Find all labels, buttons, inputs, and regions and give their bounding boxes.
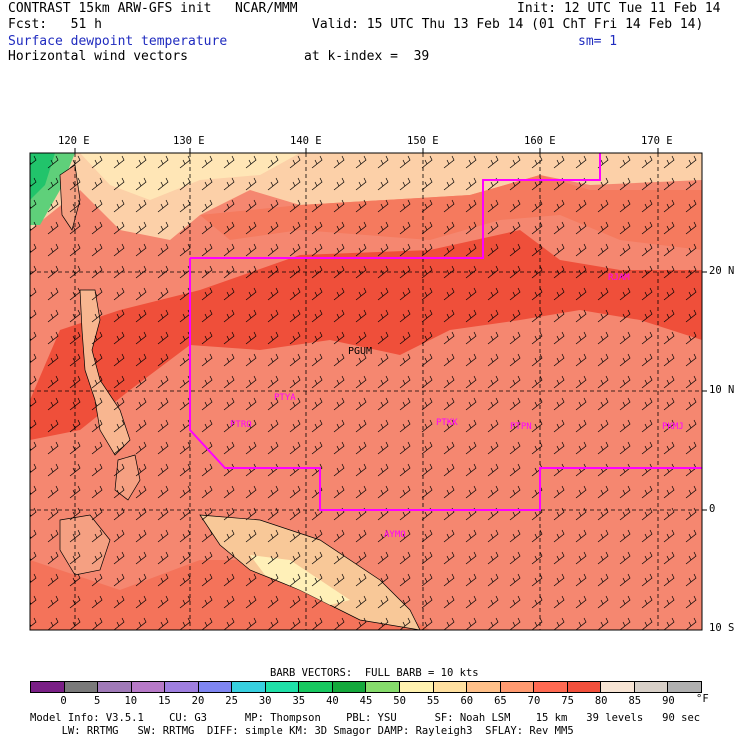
color-swatch bbox=[500, 682, 535, 692]
lon-label-170e: 170 E bbox=[641, 135, 673, 147]
color-scale-label: 10 bbox=[124, 695, 138, 707]
color-scale-label: 50 bbox=[393, 695, 406, 707]
station-aymo: AYMO bbox=[384, 530, 406, 540]
k-index-info: at k-index = 39 bbox=[304, 49, 430, 64]
lat-label-0: 0 bbox=[709, 503, 716, 515]
color-scale-label: 55 bbox=[426, 695, 440, 707]
lat-label-10n: 10 N bbox=[709, 384, 735, 396]
init-time: Init: 12 UTC Tue 11 Feb 14 bbox=[517, 1, 721, 16]
color-swatch bbox=[332, 682, 367, 692]
color-scale-label: 30 bbox=[258, 695, 272, 707]
header-title: CONTRAST 15km ARW-GFS init NCAR/MMM bbox=[8, 1, 298, 16]
color-scale-label: 5 bbox=[94, 695, 101, 707]
color-swatch bbox=[634, 682, 669, 692]
color-swatch bbox=[299, 682, 333, 692]
lon-label-150e: 150 E bbox=[407, 135, 439, 147]
color-swatch bbox=[31, 682, 65, 692]
lon-label-140e: 140 E bbox=[290, 135, 322, 147]
color-scale-label: 45 bbox=[359, 695, 373, 707]
color-swatch bbox=[131, 682, 166, 692]
color-scale-label: 35 bbox=[292, 695, 306, 707]
color-swatch bbox=[668, 682, 701, 692]
fir-boundaries bbox=[189, 153, 702, 511]
lon-label-160e: 160 E bbox=[524, 135, 556, 147]
field-name: Surface dewpoint temperature bbox=[8, 34, 228, 49]
color-scale-label: 75 bbox=[561, 695, 574, 707]
color-scale-unit: °F bbox=[696, 693, 709, 705]
station-ptpn: PTPN bbox=[510, 422, 532, 432]
color-swatch bbox=[366, 682, 401, 692]
forecast-hour: Fcst: 51 h bbox=[8, 17, 102, 32]
station-pkmj: PKMJ bbox=[662, 422, 684, 432]
wind-barbs bbox=[30, 153, 702, 630]
color-swatch bbox=[567, 682, 602, 692]
station-rjam: RJAM bbox=[608, 273, 630, 283]
color-scale-label: 15 bbox=[158, 695, 171, 707]
color-scale-label: 90 bbox=[662, 695, 675, 707]
color-scale-label: 40 bbox=[326, 695, 339, 707]
color-swatch bbox=[601, 682, 635, 692]
model-info-line1: Model Info: V3.5.1 CU: G3 MP: Thompson P… bbox=[30, 712, 701, 724]
lon-label-130e: 130 E bbox=[173, 135, 205, 147]
station-pgum: PGUM bbox=[348, 346, 373, 357]
color-swatch bbox=[98, 682, 132, 692]
lon-label-120e: 120 E bbox=[58, 135, 90, 147]
model-info-line2: LW: RRTMG SW: RRTMG DIFF: simple KM: 3D … bbox=[30, 725, 574, 737]
dewpoint-map bbox=[29, 148, 707, 631]
color-swatch bbox=[467, 682, 501, 692]
color-scale-label: 60 bbox=[460, 695, 474, 707]
color-swatch bbox=[534, 682, 568, 692]
barb-caption: BARB VECTORS: FULL BARB = 10 kts bbox=[270, 667, 479, 679]
color-swatch bbox=[64, 682, 99, 692]
station-ptya: PTYA bbox=[274, 393, 296, 403]
color-swatch bbox=[198, 682, 233, 692]
color-scale-label: 85 bbox=[628, 695, 642, 707]
color-scale-label: 25 bbox=[225, 695, 238, 707]
color-scale-bar bbox=[30, 681, 702, 693]
color-scale-label: 20 bbox=[191, 695, 205, 707]
color-scale-label: 70 bbox=[527, 695, 541, 707]
color-swatch bbox=[165, 682, 199, 692]
color-swatch bbox=[400, 682, 434, 692]
lat-label-20n: 20 N bbox=[709, 265, 735, 277]
color-swatch bbox=[232, 682, 266, 692]
valid-time: Valid: 15 UTC Thu 13 Feb 14 (01 ChT Fri … bbox=[312, 17, 704, 32]
color-swatch bbox=[265, 682, 300, 692]
color-swatch bbox=[433, 682, 468, 692]
color-scale-label: 0 bbox=[60, 695, 67, 707]
color-scale-label: 80 bbox=[594, 695, 608, 707]
axis-ticks bbox=[74, 148, 707, 511]
vector-field-name: Horizontal wind vectors bbox=[8, 49, 189, 64]
smoothing-info: sm= 1 bbox=[578, 34, 618, 49]
station-ptro: PTRO bbox=[230, 420, 252, 430]
station-ptkk: PTKK bbox=[436, 418, 458, 428]
lat-label-10s: 10 S bbox=[709, 622, 735, 634]
color-scale-label: 65 bbox=[494, 695, 507, 707]
lat-lon-grid bbox=[30, 153, 702, 630]
